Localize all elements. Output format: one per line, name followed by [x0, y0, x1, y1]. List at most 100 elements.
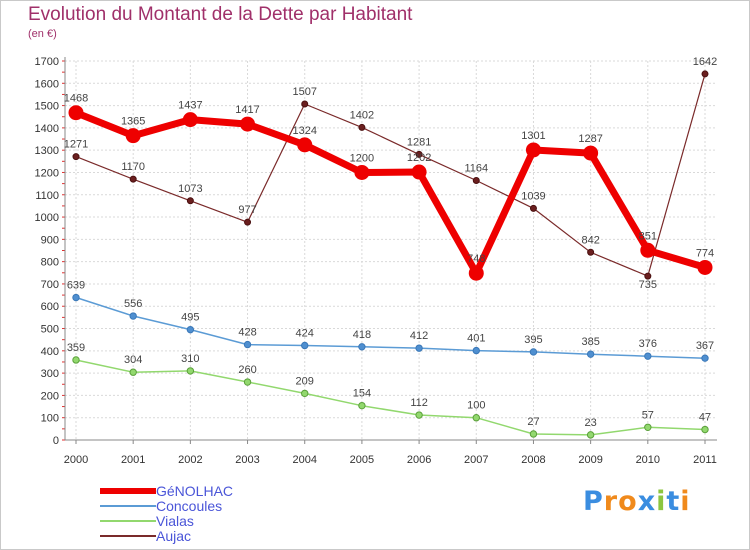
- data-point-aujac: [472, 176, 480, 184]
- data-label-concoules: 639: [67, 280, 85, 292]
- data-label-aujac: 1507: [292, 86, 316, 98]
- series-line-vialas: [75, 359, 706, 436]
- data-point-g-nolhac: [411, 164, 427, 180]
- data-point-vialas: [358, 401, 366, 410]
- data-point-concoules: [129, 312, 137, 320]
- y-tick-label: 200: [41, 390, 59, 402]
- data-label-concoules: 424: [296, 327, 314, 339]
- y-tick-label: 500: [41, 324, 59, 336]
- data-label-vialas: 112: [410, 397, 428, 409]
- data-point-concoules: [415, 344, 423, 352]
- data-label-concoules: 395: [524, 334, 542, 346]
- series-line-aujac: [75, 73, 706, 277]
- x-tick-label: 2004: [292, 454, 316, 466]
- data-point-concoules: [586, 350, 595, 358]
- data-point-concoules: [529, 348, 538, 356]
- data-point-concoules: [243, 340, 252, 349]
- data-label-g-nolhac: 748: [467, 253, 485, 265]
- data-point-g-nolhac: [68, 105, 84, 121]
- series-line-concoules: [75, 296, 706, 359]
- legend-swatch: [100, 520, 156, 522]
- data-point-g-nolhac: [297, 137, 313, 153]
- data-point-vialas: [186, 367, 195, 375]
- chart-subtitle: (en €): [28, 28, 57, 40]
- y-tick-label: 1000: [35, 212, 59, 224]
- x-tick-label: 2008: [521, 454, 545, 466]
- data-label-vialas: 260: [238, 364, 256, 376]
- data-label-vialas: 27: [527, 416, 539, 428]
- data-point-aujac: [644, 272, 652, 280]
- y-tick-label: 1500: [35, 101, 59, 113]
- data-label-aujac: 735: [639, 279, 657, 291]
- chart-title: Evolution du Montant de la Dette par Hab…: [28, 4, 413, 25]
- data-labels: 1271 1170 1073 977 1507 1402 1281 1164 1039 842 73…: [64, 56, 717, 429]
- data-label-aujac: 1164: [464, 162, 488, 174]
- y-tick-label: 1100: [35, 190, 59, 202]
- data-label-vialas: 57: [642, 409, 654, 421]
- x-tick-label: 2002: [178, 454, 202, 466]
- data-label-g-nolhac: 1200: [350, 152, 374, 164]
- data-point-g-nolhac: [640, 242, 656, 258]
- data-label-aujac: 1073: [178, 183, 202, 195]
- legend-swatch: [100, 488, 156, 494]
- data-point-aujac: [587, 248, 595, 256]
- data-label-concoules: 418: [353, 329, 371, 341]
- data-label-g-nolhac: 1437: [178, 100, 202, 112]
- data-label-vialas: 154: [353, 388, 371, 400]
- y-tick-label: 1200: [35, 167, 59, 179]
- data-label-g-nolhac: 1365: [121, 116, 145, 128]
- legend-swatch: [100, 535, 156, 537]
- data-point-vialas: [701, 425, 709, 434]
- data-label-vialas: 209: [296, 375, 314, 387]
- data-label-concoules: 367: [696, 340, 714, 352]
- data-point-g-nolhac: [468, 265, 484, 281]
- data-label-aujac: 977: [238, 204, 256, 216]
- y-tick-label: 100: [41, 413, 59, 425]
- proxiti-logo: Proxiti: [583, 486, 691, 517]
- x-tick-label: 2001: [121, 454, 145, 466]
- data-point-concoules: [358, 343, 366, 351]
- legend-label: Vialas: [156, 513, 194, 529]
- logo-letter: x: [637, 486, 657, 517]
- legend-label: Aujac: [156, 528, 192, 544]
- data-point-vialas: [72, 356, 80, 364]
- data-label-aujac: 1402: [350, 109, 374, 121]
- y-tick-label: 900: [41, 234, 59, 246]
- data-point-aujac: [129, 175, 137, 183]
- data-point-aujac: [186, 197, 194, 205]
- logo-letter: i: [656, 486, 667, 517]
- data-point-aujac: [358, 123, 366, 131]
- data-point-g-nolhac: [240, 116, 256, 132]
- data-label-g-nolhac: 774: [696, 247, 714, 259]
- logo-letter: t: [666, 486, 681, 517]
- legend-label: Concoules: [156, 498, 223, 514]
- data-label-vialas: 47: [699, 412, 711, 424]
- data-label-g-nolhac: 1287: [578, 133, 602, 145]
- data-label-concoules: 556: [124, 298, 142, 310]
- data-point-g-nolhac: [697, 259, 713, 275]
- data-label-concoules: 376: [639, 338, 657, 350]
- data-point-vialas: [301, 389, 309, 398]
- data-label-aujac: 1271: [64, 139, 88, 151]
- data-label-aujac: 1281: [407, 136, 431, 148]
- data-label-aujac: 1039: [521, 190, 545, 202]
- data-point-aujac: [301, 100, 309, 108]
- x-tick-label: 2010: [636, 454, 660, 466]
- grid-lines: [65, 60, 717, 440]
- y-tick-label: 600: [41, 301, 59, 313]
- data-label-aujac: 1642: [693, 56, 717, 68]
- data-point-g-nolhac: [583, 145, 599, 161]
- data-point-concoules: [644, 352, 652, 360]
- y-tick-label: 1700: [35, 56, 59, 68]
- y-tick-label: 300: [41, 368, 59, 380]
- series-layer: [68, 70, 713, 439]
- data-point-vialas: [415, 411, 423, 419]
- axes: 0 100 200 300 400 500 600 700 800 900 1000 1100 1200…: [35, 56, 717, 466]
- x-tick-label: 2000: [64, 454, 88, 466]
- data-label-aujac: 1170: [121, 161, 145, 173]
- data-label-concoules: 412: [410, 330, 428, 342]
- data-point-aujac: [72, 153, 80, 161]
- data-label-g-nolhac: 1324: [292, 125, 316, 137]
- y-tick-label: 0: [53, 435, 59, 447]
- data-point-concoules: [72, 293, 80, 302]
